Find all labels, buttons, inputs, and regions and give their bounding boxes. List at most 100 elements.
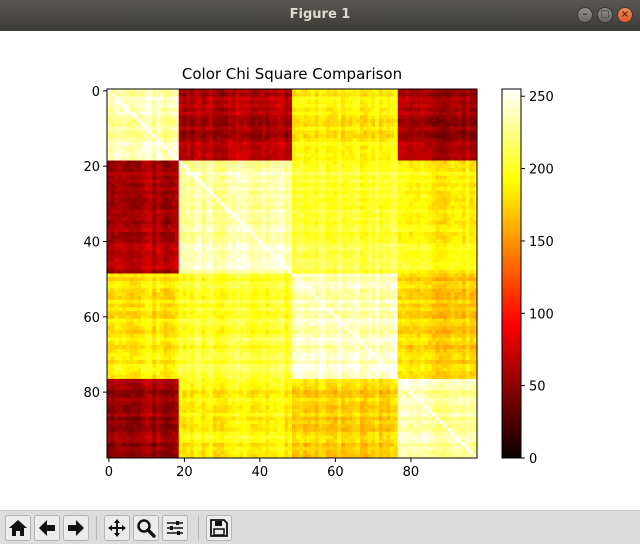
heatmap-cell	[273, 160, 278, 165]
heatmap-cell	[390, 137, 395, 143]
heatmap-cell	[220, 265, 225, 271]
heatmap-cell	[156, 107, 161, 112]
heatmap-cell	[465, 262, 470, 267]
heatmap-cell	[133, 160, 138, 165]
heatmap-cell	[431, 175, 436, 180]
heatmap-cell	[258, 141, 263, 146]
heatmap-cell	[201, 205, 206, 210]
heatmap-cell	[276, 217, 282, 222]
heatmap-cell	[167, 217, 172, 222]
heatmap-cell	[356, 220, 361, 225]
heatmap-cell	[454, 153, 459, 158]
heatmap-cell	[378, 104, 383, 109]
heatmap-cell	[197, 258, 202, 263]
heatmap-cell	[397, 130, 402, 135]
heatmap-cell	[446, 164, 451, 169]
heatmap-cell	[469, 175, 474, 180]
heatmap-cell	[159, 262, 164, 267]
heatmap-cell	[227, 205, 232, 210]
heatmap-cell	[356, 232, 361, 237]
heatmap-cell	[325, 186, 331, 192]
heatmap-cell	[367, 96, 372, 101]
heatmap-cell	[125, 186, 131, 192]
heatmap-cell	[137, 250, 142, 256]
heatmap-cell	[167, 168, 172, 173]
heatmap-cell	[363, 198, 368, 203]
heatmap-cell	[424, 122, 429, 128]
heatmap-cell	[322, 258, 327, 263]
heatmap-cell	[220, 179, 225, 184]
heatmap-cell	[450, 160, 455, 165]
heatmap-cell	[420, 119, 425, 124]
heatmap-cell	[190, 122, 195, 128]
heatmap-cell	[393, 100, 399, 105]
heatmap-cell	[292, 239, 297, 244]
heatmap-cell	[299, 250, 304, 256]
close-button[interactable]: ×	[617, 7, 633, 23]
heatmap-cell	[390, 201, 395, 207]
minimize-button[interactable]: –	[577, 7, 593, 23]
heatmap-cell	[182, 149, 187, 154]
heatmap-cell	[325, 175, 331, 180]
heatmap-cell	[246, 149, 251, 154]
heatmap-cell	[258, 228, 263, 233]
heatmap-cell	[284, 115, 289, 120]
heatmap-cell	[205, 111, 210, 116]
heatmap-cell	[288, 100, 293, 105]
heatmap-cell	[461, 194, 467, 199]
heatmap-cell	[250, 239, 255, 244]
heatmap-cell	[288, 137, 293, 143]
heatmap-cell	[352, 92, 357, 97]
heatmap-cell	[288, 130, 293, 135]
heatmap-cell	[465, 190, 470, 195]
heatmap-cell	[450, 130, 455, 135]
heatmap-cell	[397, 217, 402, 222]
heatmap-cell	[454, 130, 459, 135]
heatmap-cell	[144, 269, 149, 274]
heatmap-cell	[273, 96, 278, 101]
heatmap-cell	[341, 265, 346, 271]
heatmap-cell	[254, 247, 259, 252]
heatmap-cell	[473, 232, 478, 237]
heatmap-cell	[178, 122, 183, 128]
heatmap-cell	[412, 115, 417, 120]
heatmap-cell	[409, 183, 414, 188]
heatmap-cell	[386, 92, 391, 97]
heatmap-cell	[295, 119, 300, 124]
heatmap-cell	[348, 104, 353, 109]
heatmap-cell	[401, 247, 406, 252]
heatmap-cell	[344, 243, 349, 248]
heatmap-cell	[220, 96, 225, 101]
heatmap-cell	[427, 201, 433, 207]
heatmap-cell	[401, 228, 406, 233]
heatmap-cell	[378, 89, 383, 94]
heatmap-cell	[307, 209, 312, 214]
heatmap-cell	[197, 254, 202, 259]
heatmap-cell	[246, 265, 251, 271]
heatmap-cell	[137, 175, 142, 180]
heatmap-cell	[163, 171, 168, 176]
heatmap-cell	[348, 145, 353, 150]
heatmap-cell	[292, 160, 297, 165]
heatmap-cell	[427, 239, 433, 244]
heatmap-cell	[231, 130, 236, 135]
maximize-button[interactable]: □	[597, 7, 613, 23]
heatmap-cell	[292, 145, 297, 150]
heatmap-cell	[239, 164, 244, 169]
heatmap-cell	[118, 115, 123, 120]
heatmap-cell	[284, 160, 289, 165]
heatmap-cell	[344, 168, 349, 173]
heatmap-cell	[378, 228, 383, 233]
heatmap-cell	[409, 239, 414, 244]
heatmap-cell	[378, 250, 383, 256]
heatmap-cell	[295, 126, 300, 131]
heatmap-cell	[465, 153, 470, 158]
heatmap-cell	[386, 175, 391, 180]
heatmap-cell	[431, 89, 436, 94]
heatmap-cell	[186, 168, 191, 173]
heatmap-cell	[110, 220, 115, 225]
heatmap-cell	[269, 190, 274, 195]
heatmap-cell	[348, 277, 353, 282]
heatmap-cell	[371, 235, 376, 240]
